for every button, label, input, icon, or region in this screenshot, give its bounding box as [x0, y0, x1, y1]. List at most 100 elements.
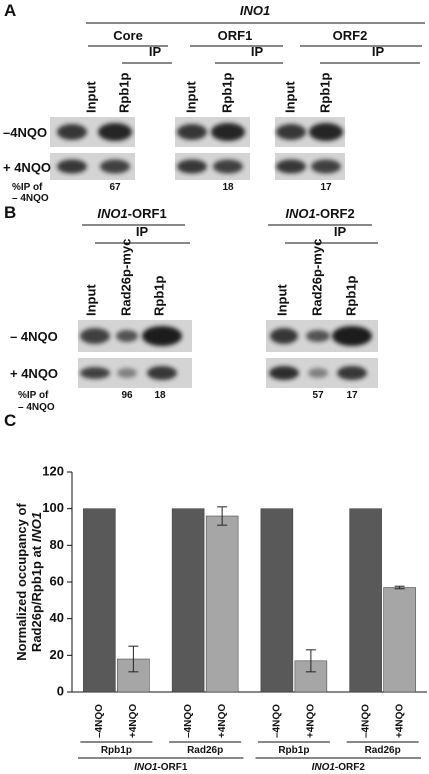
- gel-band: [213, 159, 243, 174]
- ip-label: IP: [149, 44, 162, 59]
- condition-label: –4NQO: [3, 125, 47, 140]
- y-axis-label-part: INO1: [29, 512, 44, 542]
- bar-label: –4NQO: [360, 704, 371, 738]
- lane-label: Input: [183, 81, 198, 113]
- y-tick-label: 0: [57, 683, 64, 698]
- y-axis-label: Rad26p/Rpb1p at INO1: [29, 512, 44, 652]
- gel-band: [337, 366, 367, 380]
- bar: [383, 587, 416, 693]
- gel-band: [332, 326, 372, 346]
- gel-band: [147, 366, 177, 380]
- y-tick-label: 60: [50, 573, 64, 588]
- pct-value: 18: [154, 390, 166, 401]
- bar-label: +4NQO: [128, 704, 139, 738]
- error-bar: [305, 649, 316, 673]
- category-label: Rad26p: [365, 745, 401, 756]
- category-label: Rpb1p: [278, 745, 309, 756]
- group-label: INO1-ORF2: [312, 762, 366, 773]
- lane-label: Rpb1p: [317, 73, 332, 114]
- gel-band: [98, 123, 132, 141]
- condition-label: + 4NQO: [3, 160, 51, 175]
- panel-letter: C: [4, 411, 16, 430]
- lane-label: Input: [274, 284, 289, 316]
- bar: [205, 515, 239, 693]
- bar: [171, 508, 205, 693]
- target-label: INO1-ORF2: [285, 206, 354, 221]
- region-name: -ORF2: [335, 762, 365, 773]
- region-label: Core: [113, 28, 143, 43]
- bar-label: +4NQO: [217, 704, 228, 738]
- region-label: ORF1: [218, 28, 253, 43]
- y-tick-label: 120: [42, 463, 64, 478]
- gel-band: [57, 124, 87, 140]
- group-label: INO1-ORF1: [134, 762, 188, 773]
- gene-name: INO1: [134, 762, 158, 773]
- gel-band: [276, 159, 306, 174]
- gene-title: INO1: [240, 3, 270, 18]
- region-name: -ORF1: [128, 206, 167, 221]
- bar: [349, 508, 382, 693]
- category-label: Rad26p: [187, 745, 223, 756]
- region-name: -ORF2: [316, 206, 355, 221]
- lane-label: Rpb1p: [219, 73, 234, 114]
- region-name: -ORF1: [157, 762, 187, 773]
- gel-band: [57, 159, 87, 174]
- lane-label: Rad26p-myc: [118, 239, 133, 316]
- bar-label: –4NQO: [272, 704, 283, 738]
- y-tick-label: 100: [42, 500, 64, 515]
- gene-name: INO1: [312, 762, 336, 773]
- gel-band: [308, 368, 328, 378]
- region-label: ORF2: [333, 28, 368, 43]
- error-bar: [128, 645, 139, 673]
- lane-label: Rad26p-myc: [309, 239, 324, 316]
- y-axis-label: Normalized occupancy of: [14, 503, 29, 661]
- lane-label: Input: [83, 284, 98, 316]
- pct-caption: – 4NQO: [12, 193, 49, 204]
- gel-band: [177, 159, 207, 174]
- pct-value: 67: [109, 182, 121, 193]
- bar: [83, 508, 116, 693]
- condition-label: – 4NQO: [10, 329, 58, 344]
- ip-label: IP: [251, 44, 264, 59]
- y-axis-label-part: Rad26p/Rpb1p at: [29, 542, 44, 652]
- bar-label: –4NQO: [94, 704, 105, 738]
- gel-band: [309, 123, 343, 141]
- gel-band: [142, 326, 182, 346]
- lane-label: Rpb1p: [151, 276, 166, 317]
- gene-name: INO1: [285, 206, 315, 221]
- pct-value: 18: [222, 182, 234, 193]
- pct-caption: %IP of: [12, 182, 43, 193]
- y-tick-label: 20: [50, 647, 64, 662]
- pct-value: 17: [320, 182, 332, 193]
- gel-band: [80, 367, 110, 379]
- lane-label: Input: [83, 81, 98, 113]
- pct-caption: %IP of: [18, 390, 49, 401]
- ip-label: IP: [372, 44, 385, 59]
- gel-band: [80, 328, 110, 344]
- pct-value: 57: [312, 390, 324, 401]
- target-label: INO1-ORF1: [97, 206, 166, 221]
- gel-band: [306, 330, 330, 342]
- lane-label: Rpb1p: [343, 276, 358, 317]
- gel-band: [211, 123, 245, 141]
- error-bar: [217, 506, 228, 526]
- pct-value: 96: [121, 390, 133, 401]
- lane-label: Input: [282, 81, 297, 113]
- gene-name: INO1: [97, 206, 127, 221]
- gel-band: [100, 159, 130, 174]
- ip-label: IP: [334, 224, 347, 239]
- ip-label: IP: [136, 224, 149, 239]
- bar-label: +4NQO: [306, 704, 317, 738]
- category-label: Rpb1p: [101, 745, 132, 756]
- gel-band: [270, 328, 298, 344]
- y-tick-label: 40: [50, 610, 64, 625]
- gel-band: [311, 159, 341, 174]
- y-tick-label: 80: [50, 537, 64, 552]
- condition-label: + 4NQO: [10, 366, 58, 381]
- bar-label: –4NQO: [183, 704, 194, 738]
- pct-caption: – 4NQO: [18, 402, 55, 413]
- panel-letter: B: [4, 203, 16, 222]
- bar-label: +4NQO: [394, 704, 405, 738]
- gel-band: [269, 366, 299, 380]
